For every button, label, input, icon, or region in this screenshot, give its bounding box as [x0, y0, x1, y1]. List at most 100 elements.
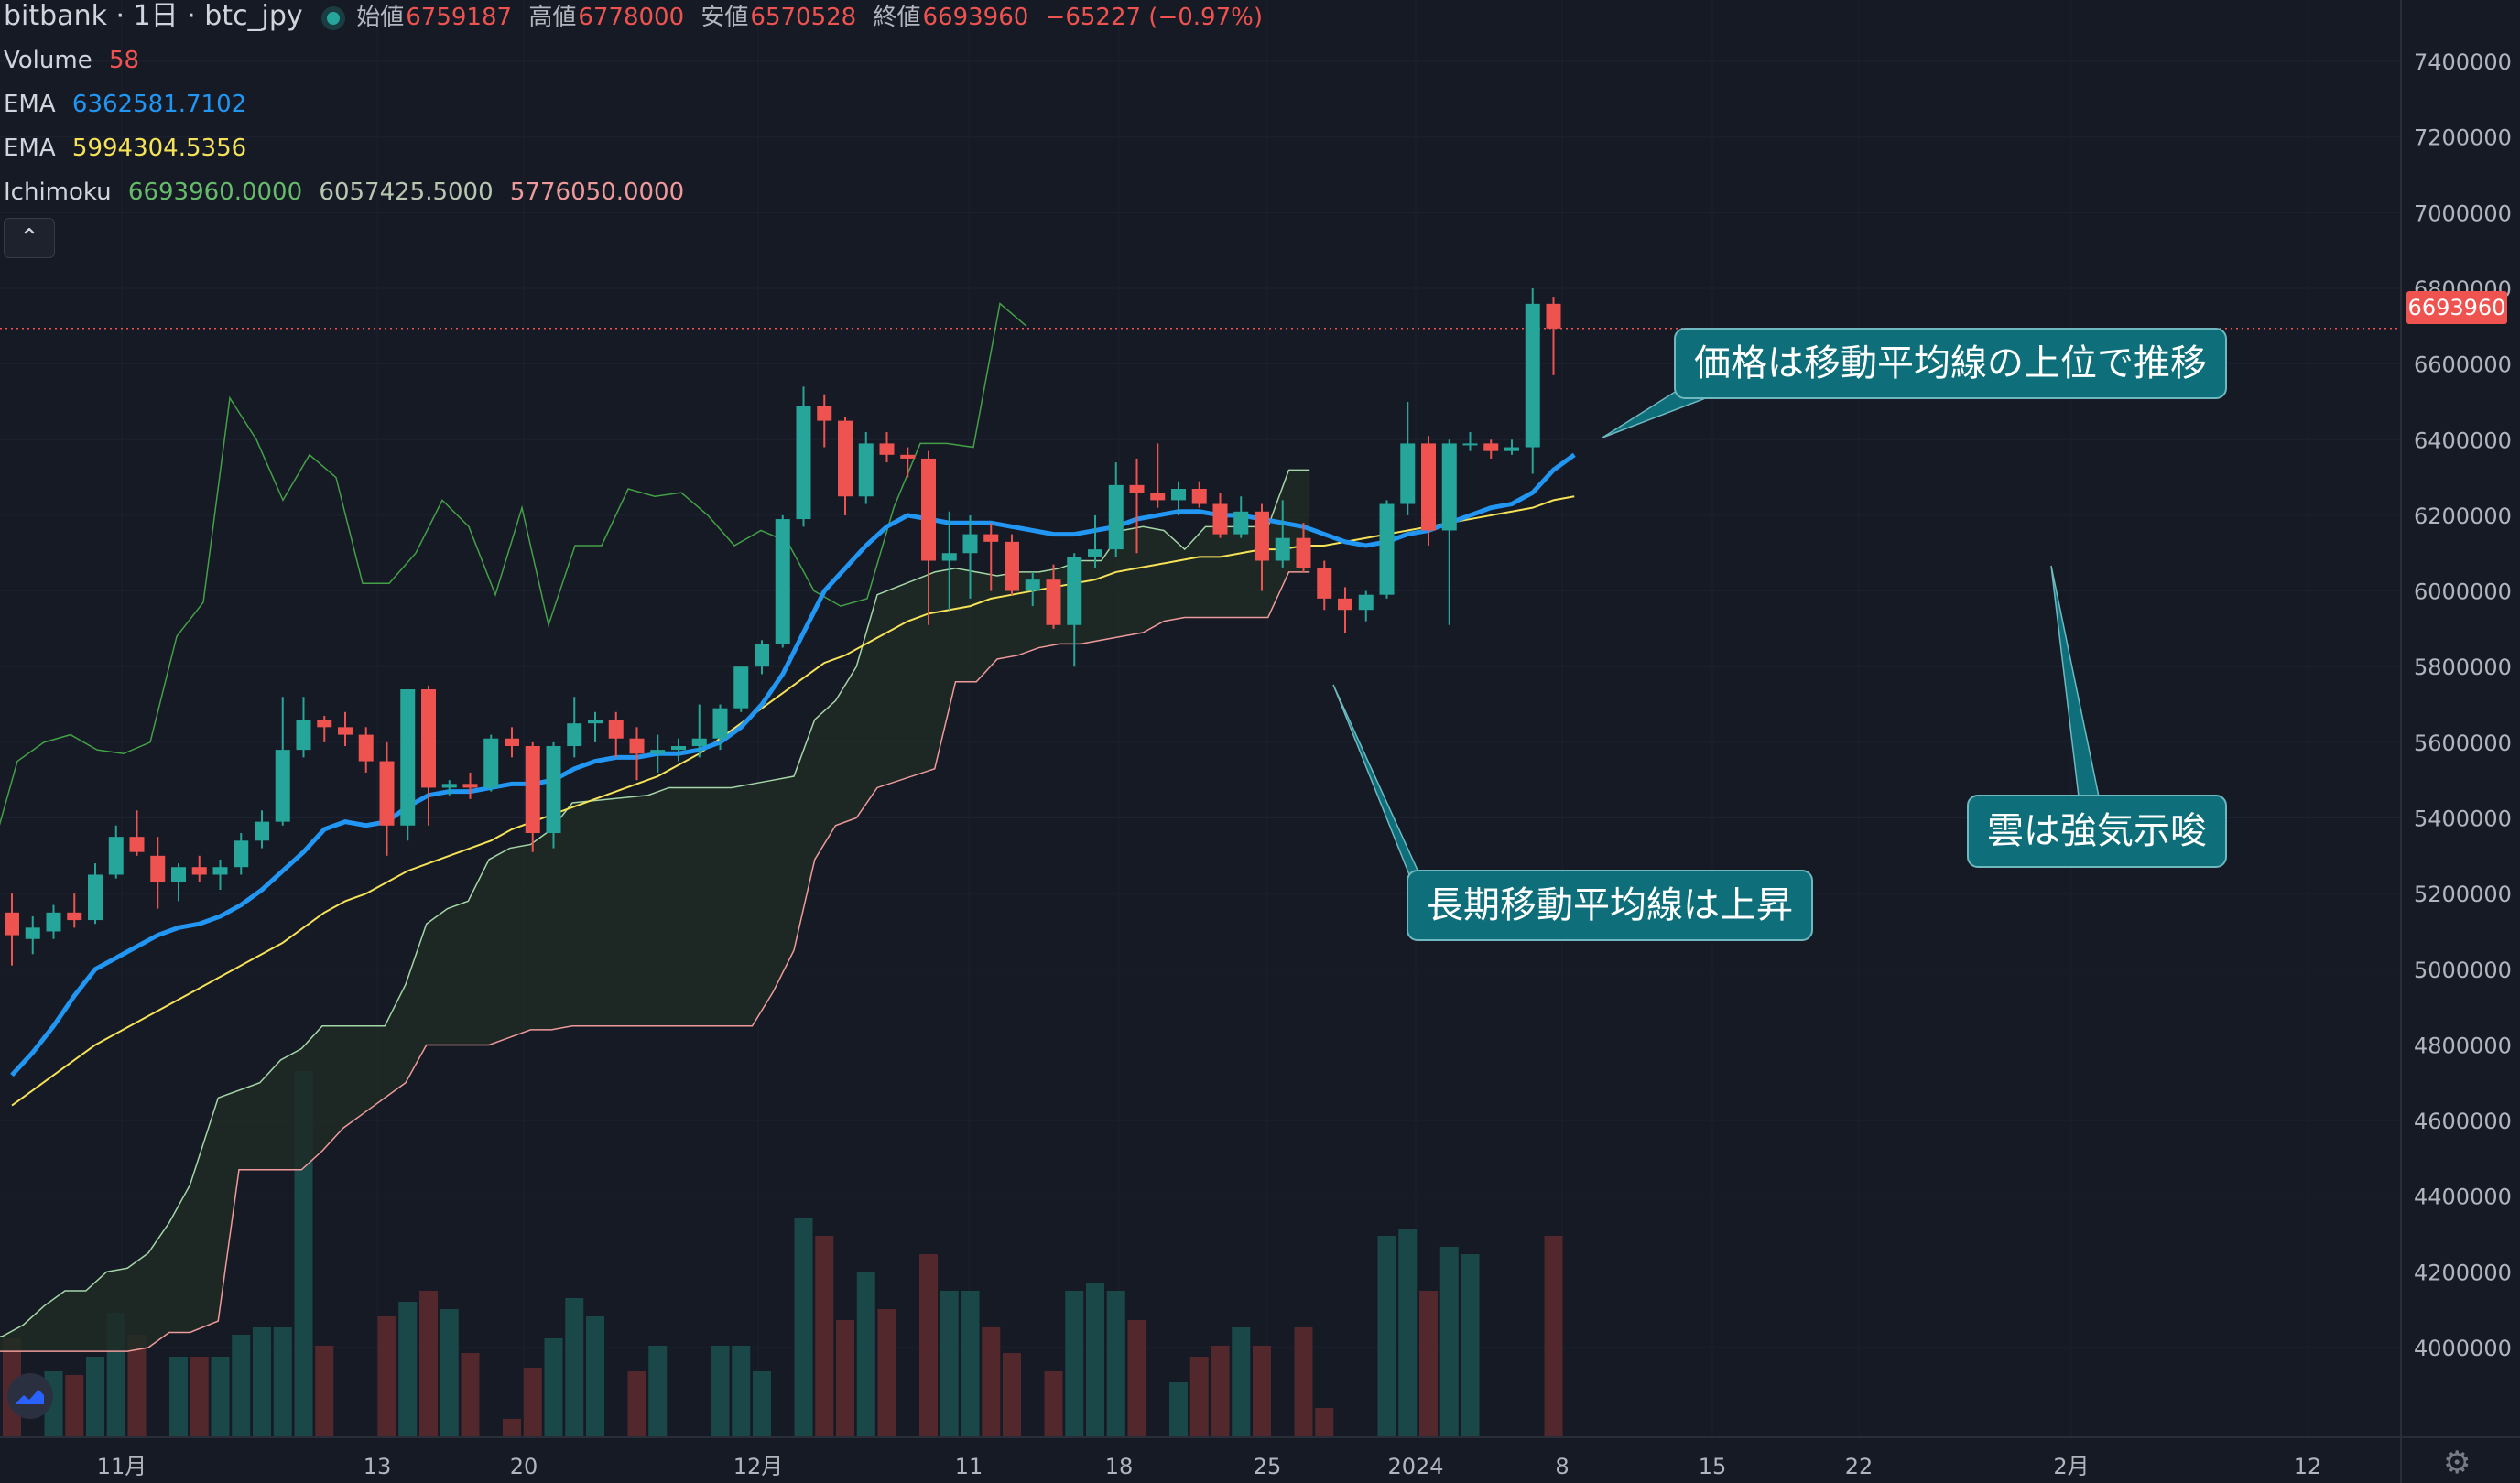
candle-body — [441, 784, 457, 788]
ema-fast-legend[interactable]: EMA 6362581.7102 — [4, 88, 255, 121]
volume-bar — [398, 1302, 418, 1437]
candle-body — [879, 443, 895, 455]
volume-bar — [65, 1375, 84, 1437]
volume-bar — [1189, 1357, 1209, 1437]
ichimoku-name: Ichimoku — [4, 179, 112, 206]
volume-bar — [565, 1298, 584, 1437]
price-tick-label: 7000000 — [2414, 200, 2512, 226]
price-tick-label: 7400000 — [2414, 49, 2512, 75]
candlesticks — [5, 287, 1561, 966]
candle-body — [983, 534, 999, 542]
ichimoku-cloud — [0, 469, 1310, 1352]
price-tick-label: 6400000 — [2414, 428, 2512, 453]
candle-body — [150, 855, 166, 882]
symbol-label[interactable]: bitbank · 1日 · btc_jpy — [4, 0, 303, 32]
price-axis[interactable]: 7400000720000070000006800000660000064000… — [2400, 0, 2512, 1483]
volume-bar — [1211, 1346, 1230, 1437]
candle-body — [1379, 503, 1395, 595]
candle-body — [941, 553, 957, 561]
candle-body — [1275, 537, 1290, 561]
time-tick-label: 11月 — [97, 1454, 147, 1479]
candle-body — [755, 644, 769, 667]
time-tick-label: 20 — [510, 1454, 538, 1479]
volume-bar — [794, 1218, 813, 1437]
volume-bar — [211, 1357, 230, 1437]
volume-bar — [753, 1371, 771, 1437]
volume-name: Volume — [4, 47, 92, 74]
candle-body — [567, 723, 582, 746]
symbol-row: bitbank · 1日 · btc_jpy 始値6759187 高値67780… — [4, 0, 1272, 33]
candle-body — [588, 720, 603, 724]
ema-slow-legend[interactable]: EMA 5994304.5356 — [4, 132, 255, 165]
volume-bar — [86, 1357, 104, 1437]
high-label: 高値 — [528, 4, 577, 31]
callout-long-ma-rising: 長期移動平均線は上昇 — [1407, 870, 1813, 941]
volume-bar — [1439, 1247, 1459, 1437]
price-tick-label: 6000000 — [2414, 579, 2512, 605]
candle-body — [671, 745, 686, 751]
candle-body — [255, 821, 269, 841]
candle-body — [5, 912, 19, 936]
candle-body — [67, 912, 82, 921]
grid-lines — [0, 0, 2401, 1437]
candle-body — [191, 867, 207, 875]
candle-body — [1441, 443, 1457, 531]
tradingview-logo-icon[interactable] — [7, 1373, 53, 1419]
candle-body — [921, 458, 936, 561]
ichimoku-legend[interactable]: Ichimoku 6693960.0000 6057425.5000 57760… — [4, 176, 693, 209]
close-value: 6693960 — [922, 4, 1029, 31]
chikou-span-line — [0, 302, 1027, 826]
volume-bar — [1315, 1408, 1334, 1437]
candle-body — [129, 837, 145, 852]
candle-body — [733, 666, 749, 709]
candle-body — [1191, 489, 1207, 504]
volume-bar — [190, 1357, 209, 1437]
volume-bar — [711, 1346, 730, 1437]
candle-body — [691, 738, 707, 746]
volume-bar — [169, 1357, 188, 1437]
volume-bar — [523, 1368, 542, 1437]
candle-body — [296, 720, 311, 751]
time-tick-label: 11 — [955, 1454, 983, 1479]
close-label: 終値 — [873, 4, 921, 31]
gear-icon[interactable]: ⚙ — [2443, 1445, 2471, 1481]
candle-body — [505, 738, 519, 746]
candle-body — [1317, 568, 1332, 599]
live-status-icon — [326, 11, 340, 25]
senkou-span-b-line — [0, 571, 1310, 1352]
candle-body — [1171, 489, 1186, 501]
candle-body — [712, 708, 728, 739]
price-tick-label: 5400000 — [2414, 806, 2512, 832]
volume-bar — [1127, 1320, 1146, 1437]
price-tick-label: 4400000 — [2414, 1185, 2512, 1210]
candle-body — [817, 406, 832, 421]
candle-body — [1296, 537, 1311, 568]
candle-body — [1129, 484, 1145, 493]
time-tick-label: 13 — [364, 1454, 392, 1479]
volume-bar — [253, 1327, 271, 1437]
price-tick-label: 5600000 — [2414, 731, 2512, 756]
ema-fast-name: EMA — [4, 91, 56, 118]
candle-body — [358, 734, 374, 762]
volume-legend[interactable]: Volume 58 — [4, 44, 148, 77]
high-value: 6778000 — [578, 4, 685, 31]
candle-body — [1067, 557, 1082, 625]
callout-cloud-bullish: 雲は強気示唆 — [1967, 795, 2227, 868]
callout-price-above-ma: 価格は移動平均線の上位で推移 — [1674, 328, 2227, 399]
candle-body — [775, 519, 790, 644]
ichimoku-value-1: 6693960.0000 — [127, 179, 303, 206]
chevron-up-icon: ⌃ — [19, 224, 39, 252]
collapse-legend-button[interactable]: ⌃ — [4, 218, 55, 258]
time-tick-label: 8 — [1555, 1454, 1569, 1479]
volume-bar — [627, 1371, 646, 1437]
volume-bar — [1294, 1327, 1313, 1437]
ichimoku-value-3: 5776050.0000 — [509, 179, 685, 206]
candle-body — [1233, 511, 1249, 535]
time-axis[interactable]: 11月 13 20 12月 11 18 25 2024 8 15 22 2月 12 — [0, 1436, 2520, 1479]
candle-body — [25, 927, 40, 939]
volume-bar — [461, 1353, 480, 1437]
volume-bar — [1169, 1382, 1188, 1437]
candle-body — [1462, 443, 1478, 446]
candle-body — [858, 443, 874, 497]
